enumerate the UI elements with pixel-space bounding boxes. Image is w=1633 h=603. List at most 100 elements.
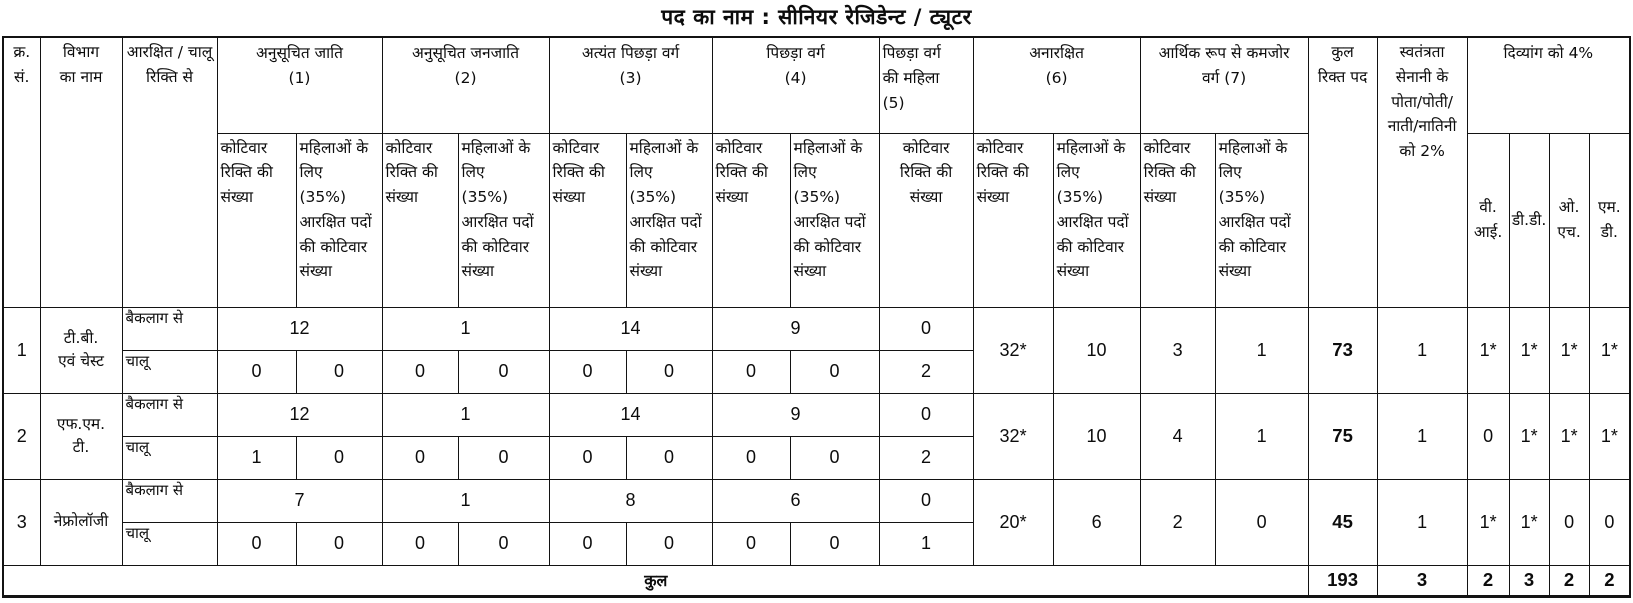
data-cell: 1 (1376, 306, 1468, 394)
data-cell: 0 (295, 521, 383, 566)
data-cell: 32* (972, 306, 1054, 394)
data-cell: 2 (878, 435, 974, 480)
data-cell: 2 (1139, 478, 1216, 566)
data-cell: 0 (789, 521, 880, 566)
data-cell: 1* (1466, 306, 1510, 394)
subheader-disability-vi: वी. आई. (1466, 132, 1510, 308)
subheader-bc-women: महिलाओं के लिए (35%) आरक्षित पदों की कोट… (789, 132, 880, 308)
data-cell: 0 (789, 435, 880, 480)
subheader-st-women: महिलाओं के लिए (35%) आरक्षित पदों की कोट… (457, 132, 550, 308)
data-cell: 0 (789, 349, 880, 394)
data-cell: 1* (1548, 306, 1590, 394)
table-row-dept2-current: चालू 1 0 0 0 0 0 0 0 2 (3, 435, 1630, 480)
data-cell: 20* (972, 478, 1054, 566)
data-cell: 1 (381, 306, 550, 351)
subheader-bc-quota: कोटिवार रिक्ति की संख्या (711, 132, 791, 308)
backlog-label: बैकलाग से (121, 306, 218, 351)
department-cell: टी.बी. एवं चेस्ट (39, 306, 123, 394)
data-cell: 1 (1214, 306, 1309, 394)
data-cell: 0 (457, 435, 550, 480)
data-cell: 0 (548, 435, 627, 480)
data-cell: 6 (711, 478, 880, 523)
table-row-dept3-current: चालू 0 0 0 0 0 0 0 0 1 (3, 521, 1630, 566)
data-cell: 2 (878, 349, 974, 394)
data-cell: 0 (548, 349, 627, 394)
data-cell: 0 (625, 435, 713, 480)
subheader-disability-md: एम. डी. (1588, 132, 1631, 308)
data-cell: 0 (711, 349, 791, 394)
subheader-sc-quota: कोटिवार रिक्ति की संख्या (216, 132, 297, 308)
grand-total-oh: 2 (1548, 564, 1590, 597)
data-cell: 3 (1139, 306, 1216, 394)
header-row-groups: क्र. सं. विभाग का नाम आरक्षित / चालू रिक… (2, 36, 1631, 308)
data-cell: 1 (1376, 478, 1468, 566)
subheader-ews-quota: कोटिवार रिक्ति की संख्या (1139, 132, 1216, 308)
data-cell: 0 (381, 521, 459, 566)
data-cell: 1 (1214, 392, 1309, 480)
serial-cell: 3 (2, 478, 41, 566)
data-cell: 7 (216, 478, 383, 523)
backlog-label: बैकलाग से (121, 478, 218, 523)
subheader-ews-women: महिलाओं के लिए (35%) आरक्षित पदों की कोट… (1214, 132, 1309, 308)
data-cell: 0 (878, 306, 974, 351)
current-label: चालू (121, 435, 218, 480)
total-vacancy-cell: 73 (1307, 306, 1378, 394)
department-cell: एफ.एम. टी. (39, 392, 123, 480)
data-cell: 1 (216, 435, 297, 480)
data-cell: 1* (1508, 392, 1550, 480)
header-group-bc-women: पिछड़ा वर्ग की महिला (5) (878, 36, 974, 134)
backlog-label: बैकलाग से (121, 392, 218, 437)
data-cell: 0 (625, 349, 713, 394)
table-row-dept2-backlog: 2 एफ.एम. टी. बैकलाग से 12 1 14 9 0 32* 1… (2, 392, 1631, 480)
data-cell: 1 (381, 392, 550, 437)
data-cell: 10 (1052, 392, 1141, 480)
data-cell: 0 (1214, 478, 1309, 566)
data-cell: 1* (1466, 478, 1510, 566)
data-cell: 1 (878, 521, 974, 566)
grand-total-vi: 2 (1466, 564, 1510, 597)
data-cell: 1 (381, 478, 550, 523)
header-group-sc: अनुसूचित जाति (1) (216, 36, 383, 134)
data-cell: 9 (711, 306, 880, 351)
header-disability-quota: दिव्यांग को 4% (1466, 36, 1631, 134)
grand-total-md: 2 (1588, 564, 1631, 597)
page-title: पद का नाम : सीनियर रेजिडेन्ट / ट्यूटर (661, 5, 972, 29)
data-cell: 0 (295, 349, 383, 394)
data-cell: 0 (1588, 478, 1631, 566)
vacancy-table: क्र. सं. विभाग का नाम आरक्षित / चालू रिक… (2, 36, 1632, 598)
data-cell: 0 (381, 435, 459, 480)
data-cell: 0 (1466, 392, 1510, 480)
data-cell: 1 (1376, 392, 1468, 480)
data-cell: 9 (711, 392, 880, 437)
data-cell: 0 (878, 392, 974, 437)
data-cell: 0 (625, 521, 713, 566)
header-serial-no: क्र. सं. (2, 36, 41, 308)
subheader-st-quota: कोटिवार रिक्ति की संख्या (381, 132, 459, 308)
data-cell: 0 (548, 521, 627, 566)
data-cell: 0 (216, 349, 297, 394)
subheader-sc-women: महिलाओं के लिए (35%) आरक्षित पदों की कोट… (295, 132, 383, 308)
data-cell: 0 (1548, 478, 1590, 566)
data-cell: 0 (457, 349, 550, 394)
table-row-grand-total: कुल 193 3 2 3 2 2 (2, 564, 1631, 597)
total-vacancy-cell: 45 (1307, 478, 1378, 566)
subheader-bcw-quota: कोटिवार रिक्ति की संख्या (878, 132, 974, 308)
data-cell: 1* (1548, 392, 1590, 480)
data-cell: 0 (711, 521, 791, 566)
current-label: चालू (121, 349, 218, 394)
header-group-ebc: अत्यंत पिछड़ा वर्ग (3) (548, 36, 713, 134)
data-cell: 14 (548, 306, 713, 351)
data-cell: 12 (216, 392, 383, 437)
data-cell: 0 (711, 435, 791, 480)
table-row-dept1-backlog: 1 टी.बी. एवं चेस्ट बैकलाग से 12 1 14 9 0… (2, 306, 1631, 394)
serial-cell: 1 (2, 306, 41, 394)
data-cell: 8 (548, 478, 713, 523)
header-group-unreserved: अनारक्षित (6) (972, 36, 1141, 134)
grand-total-vacancy: 193 (1307, 564, 1378, 597)
header-group-ews: आर्थिक रूप से कमजोर वर्ग (7) (1139, 36, 1309, 134)
subheader-ebc-women: महिलाओं के लिए (35%) आरक्षित पदों की कोट… (625, 132, 713, 308)
header-freedom-fighter-quota: स्वतंत्रता सेनानी के पोता/पोती/ नाती/नात… (1376, 36, 1468, 308)
header-reserved-current: आरक्षित / चालू रिक्ति से (121, 36, 218, 308)
data-cell: 12 (216, 306, 383, 351)
